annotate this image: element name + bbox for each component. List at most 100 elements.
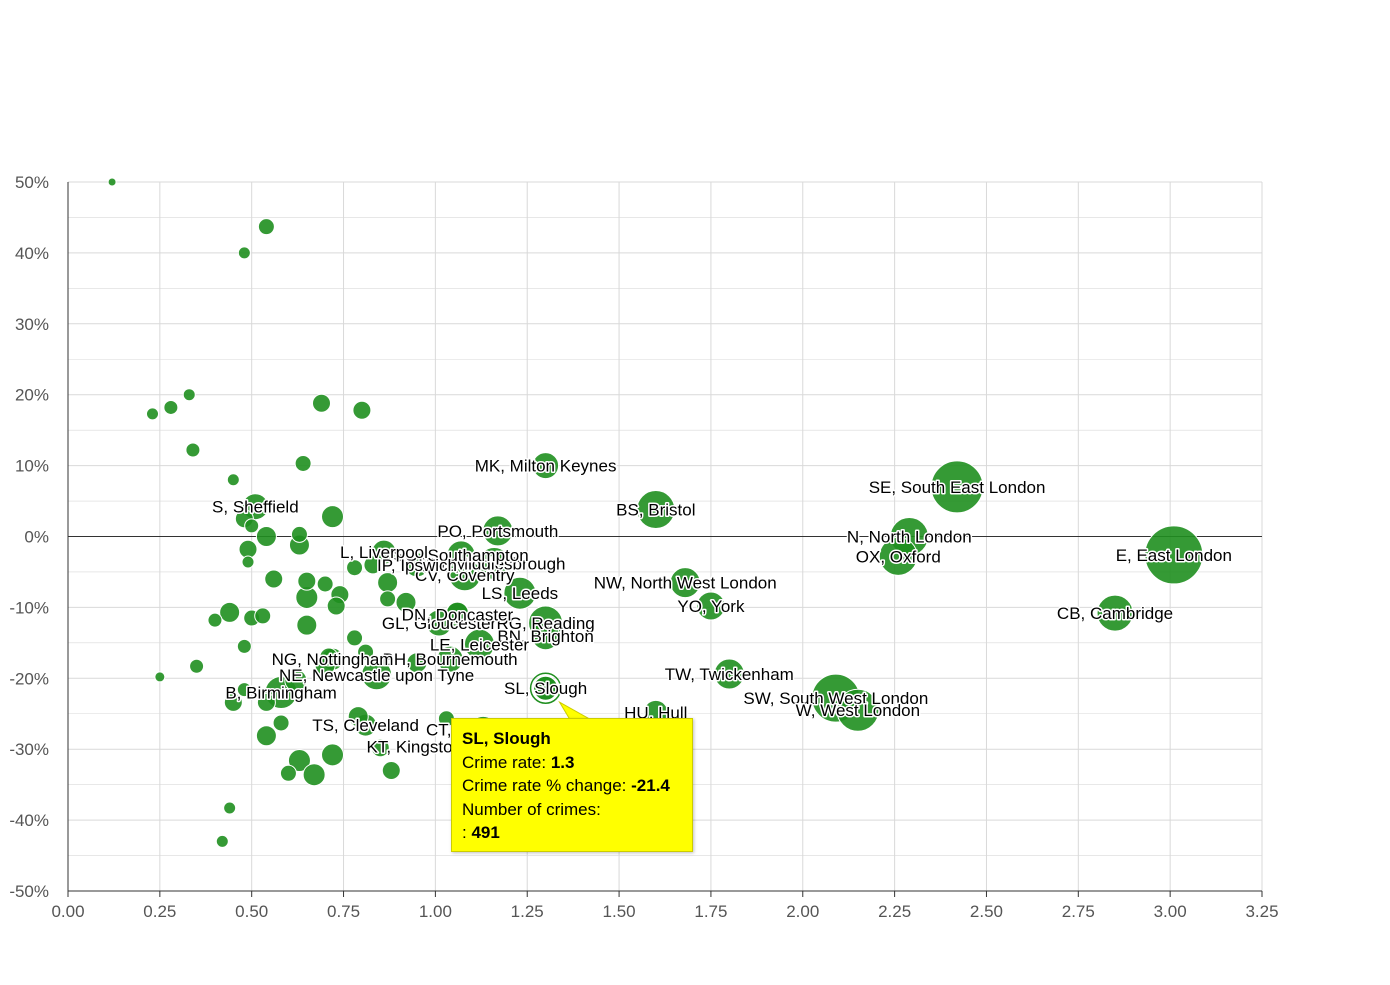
- bubble-point[interactable]: [256, 692, 276, 712]
- data-label: PO, Portsmouth: [437, 522, 558, 541]
- bubble-point[interactable]: [363, 555, 383, 575]
- bubble-point[interactable]: [370, 738, 390, 758]
- data-label: L, Liverpool: [340, 543, 428, 562]
- bubble-point[interactable]: [319, 647, 339, 667]
- x-tick-label: 2.25: [878, 902, 911, 921]
- bubble-point[interactable]: [352, 400, 372, 420]
- bubble-point[interactable]: [381, 760, 401, 780]
- bubble-point[interactable]: [696, 591, 726, 621]
- bubble-point[interactable]: [463, 628, 495, 660]
- bubble-point[interactable]: [223, 801, 237, 815]
- bubble-point[interactable]: [713, 658, 745, 690]
- bubble-point[interactable]: [1096, 594, 1134, 632]
- bubble-point[interactable]: [321, 743, 345, 767]
- data-label-halo: SE, South East London: [869, 478, 1046, 497]
- bubble-point[interactable]: [287, 749, 311, 773]
- data-label: YO, York: [677, 597, 745, 616]
- bubble-point[interactable]: [482, 515, 514, 547]
- bubble-point[interactable]: [255, 725, 277, 747]
- data-label-halo: S, Sheffield: [212, 498, 299, 517]
- bubble-point[interactable]: [237, 246, 251, 260]
- bubble-point[interactable]: [154, 671, 166, 683]
- data-label-halo: W, West London: [796, 701, 920, 720]
- bubble-point[interactable]: [185, 442, 201, 458]
- x-tick-label: 3.25: [1245, 902, 1278, 921]
- data-label-halo: TS, Cleveland: [312, 716, 419, 735]
- bubble-point[interactable]: [321, 505, 345, 529]
- bubble-point[interactable]: [145, 407, 159, 421]
- bubble-point[interactable]: [532, 452, 560, 480]
- data-label: BH, Bournemouth: [383, 650, 518, 669]
- bubble-point[interactable]: [669, 567, 701, 599]
- bubble-point[interactable]: [361, 659, 393, 691]
- bubble-point[interactable]: [357, 643, 375, 661]
- bubble-point[interactable]: [254, 607, 272, 625]
- bubble-point[interactable]: [445, 601, 469, 625]
- bubble-point[interactable]: [379, 590, 397, 608]
- bubble-point[interactable]: [189, 658, 205, 674]
- y-tick-label: 10%: [15, 457, 49, 476]
- x-tick-label: 1.00: [419, 902, 452, 921]
- bubble-point[interactable]: [446, 540, 476, 570]
- bubble-point[interactable]: [107, 177, 117, 187]
- bubble-point[interactable]: [531, 621, 561, 651]
- data-label: LE, Leicester: [430, 635, 530, 654]
- bubble-point[interactable]: [163, 399, 179, 415]
- bubble-point[interactable]: [294, 454, 312, 472]
- data-label-halo: PO, Portsmouth: [437, 522, 558, 541]
- tooltip-change-label: Crime rate % change:: [462, 776, 627, 795]
- bubble-point[interactable]: [244, 518, 260, 534]
- bubble-point[interactable]: [930, 460, 984, 514]
- bubble-point[interactable]: [219, 601, 241, 623]
- bubble-point[interactable]: [297, 571, 317, 591]
- bubble-point[interactable]: [279, 764, 297, 782]
- bubble-point[interactable]: [406, 652, 428, 674]
- bubble-point[interactable]: [836, 688, 880, 732]
- bubble-point[interactable]: [316, 575, 334, 593]
- bubble-point[interactable]: [182, 388, 196, 402]
- bubble-point[interactable]: [346, 629, 364, 647]
- bubble-point[interactable]: [264, 569, 284, 589]
- bubble-point[interactable]: [241, 555, 255, 569]
- bubble-point[interactable]: [1144, 525, 1204, 585]
- bubble-point[interactable]: [878, 536, 918, 576]
- bubble-point[interactable]: [346, 559, 364, 577]
- bubble-point[interactable]: [326, 596, 346, 616]
- bubble-point[interactable]: [477, 546, 511, 580]
- bubble-point[interactable]: [404, 552, 430, 578]
- bubble-point[interactable]: [377, 572, 399, 594]
- bubble-point[interactable]: [347, 706, 369, 728]
- bubble-point[interactable]: [236, 682, 252, 698]
- data-label-halo: CV, Coventry: [415, 566, 515, 585]
- bubble-point[interactable]: [255, 526, 277, 547]
- bubble-point[interactable]: [290, 525, 308, 543]
- bubble-point[interactable]: [257, 218, 275, 236]
- bubble-point[interactable]: [296, 614, 318, 636]
- tooltip-count-label: Number of crimes:: [462, 799, 601, 819]
- data-label: TW, Twickenham: [665, 665, 794, 684]
- bubble-point[interactable]: [226, 473, 240, 487]
- bubble-point[interactable]: [223, 692, 243, 712]
- y-tick-label: 30%: [15, 315, 49, 334]
- bubble-point[interactable]: [302, 763, 326, 787]
- bubble-point[interactable]: [284, 668, 308, 692]
- data-label: N, North London: [847, 528, 972, 547]
- bubble-point[interactable]: [215, 834, 229, 848]
- bubble-point[interactable]: [436, 645, 464, 673]
- data-label-halo: B, Birmingham: [225, 683, 336, 702]
- bubble-point[interactable]: [503, 576, 537, 610]
- bubble-point[interactable]: [311, 393, 331, 413]
- y-tick-label: -50%: [9, 882, 49, 901]
- bubble-point[interactable]: [272, 714, 290, 732]
- data-label-halo: MK, Milton Keynes: [475, 457, 617, 476]
- data-label-halo: CB, Cambridge: [1057, 604, 1173, 623]
- bubble-point[interactable]: [395, 591, 417, 613]
- y-tick-label: -10%: [9, 598, 49, 617]
- bubble-point[interactable]: [207, 612, 223, 628]
- bubble-point[interactable]: [236, 638, 252, 654]
- bubble-point[interactable]: [533, 675, 559, 701]
- data-label-halo: N, North London: [847, 528, 972, 547]
- data-label: OX, Oxford: [856, 547, 941, 566]
- data-label: SE, South East London: [869, 478, 1046, 497]
- bubble-point[interactable]: [636, 490, 676, 530]
